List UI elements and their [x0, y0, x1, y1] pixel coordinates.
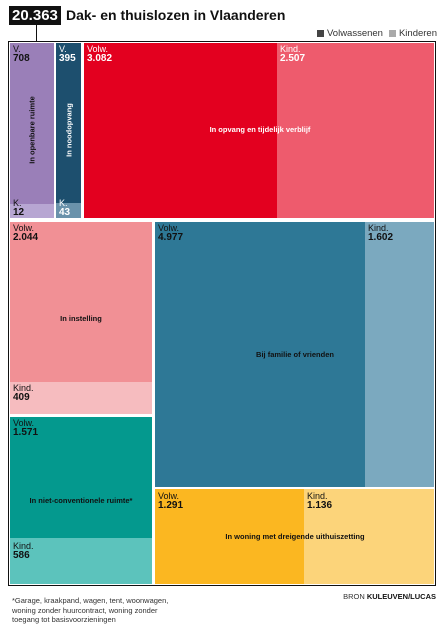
opvang-adult-label: Volw. — [87, 44, 109, 54]
instelling-category-label: In instelling — [60, 314, 102, 323]
uithuiszetting-adult-label: Volw. — [158, 491, 180, 501]
instelling-adult-value: 2.044 — [13, 232, 39, 243]
block-uithuiszetting-children — [304, 489, 434, 584]
instelling-adult-label: Volw. — [13, 223, 35, 233]
treemap-frame — [8, 41, 436, 586]
familie-adult-value: 4.977 — [158, 232, 184, 243]
openbare-ruimte-adult-value: 708 — [13, 53, 30, 64]
block-opvang-children — [277, 43, 434, 218]
instelling-child-value: 409 — [13, 392, 30, 403]
legend: Volwassenen Kinderen — [316, 28, 437, 39]
noodopvang-child-label: K. — [59, 198, 68, 208]
uithuiszetting-child-value: 1.136 — [307, 500, 333, 511]
noodopvang-adult-label: V. — [59, 44, 67, 54]
block-niet-conventioneel-children — [10, 538, 152, 584]
niet-conventioneel-adult-label: Volw. — [13, 418, 35, 428]
block-opvang-adults — [84, 43, 277, 218]
block-niet-conventioneel-adults — [10, 417, 152, 538]
legend-swatch-adults — [316, 30, 324, 37]
uithuiszetting-category-label: In woning met dreigende uithuiszetting — [225, 532, 365, 541]
opvang-category-label: In opvang en tijdelijk verblijf — [209, 125, 311, 134]
openbare-ruimte-adult-label: V. — [13, 44, 21, 54]
total-badge: 20.363 — [9, 6, 61, 25]
openbare-ruimte-child-value: 12 — [13, 207, 25, 218]
opvang-adult-value: 3.082 — [87, 53, 113, 64]
opvang-child-value: 2.507 — [280, 53, 306, 64]
source: BRON KULEUVEN/LUCAS — [343, 592, 436, 601]
legend-swatch-children — [388, 30, 396, 37]
openbare-ruimte-category-label: In openbare ruimte — [27, 96, 37, 164]
block-uithuiszetting-adults — [155, 489, 304, 584]
legend-item-adults: Volwassenen — [316, 28, 383, 39]
legend-label-children: Kinderen — [398, 28, 437, 39]
block-instelling-adults — [10, 222, 152, 382]
legend-label-adults: Volwassenen — [326, 28, 383, 39]
noodopvang-adult-value: 395 — [59, 53, 76, 64]
footnote: *Garage, kraakpand, wagen, tent, woonwag… — [12, 596, 169, 624]
instelling-child-label: Kind. — [13, 383, 34, 393]
uithuiszetting-adult-value: 1.291 — [158, 500, 184, 511]
familie-child-value: 1.602 — [368, 232, 394, 243]
block-noodopvang-adults — [56, 43, 81, 203]
total-pointer-line — [36, 25, 37, 41]
source-name: KULEUVEN/LUCAS — [366, 592, 436, 601]
noodopvang-category-label: In noodopvang — [64, 103, 74, 157]
noodopvang-child-value: 43 — [59, 207, 71, 218]
familie-adult-label: Volw. — [158, 223, 180, 233]
niet-conventioneel-adult-value: 1.571 — [13, 427, 39, 438]
source-prefix: BRON — [343, 592, 365, 601]
opvang-child-label: Kind. — [280, 44, 301, 54]
legend-item-children: Kinderen — [388, 28, 437, 39]
block-noodopvang-children — [56, 203, 81, 218]
niet-conventioneel-category-label: In niet-conventionele ruimte* — [29, 496, 133, 505]
block-familie-adults — [155, 222, 365, 487]
openbare-ruimte-child-label: K. — [13, 198, 22, 208]
familie-category-label: Bij familie of vrienden — [256, 350, 334, 359]
familie-child-label: Kind. — [368, 223, 389, 233]
chart-title: Dak- en thuislozen in Vlaanderen — [66, 7, 286, 23]
block-openbare-ruimte-children — [10, 204, 54, 218]
uithuiszetting-child-label: Kind. — [307, 491, 328, 501]
block-instelling-children — [10, 382, 152, 414]
niet-conventioneel-child-value: 586 — [13, 550, 30, 561]
niet-conventioneel-child-label: Kind. — [13, 541, 34, 551]
block-familie-children — [365, 222, 434, 487]
block-openbare-ruimte-adults — [10, 43, 54, 204]
